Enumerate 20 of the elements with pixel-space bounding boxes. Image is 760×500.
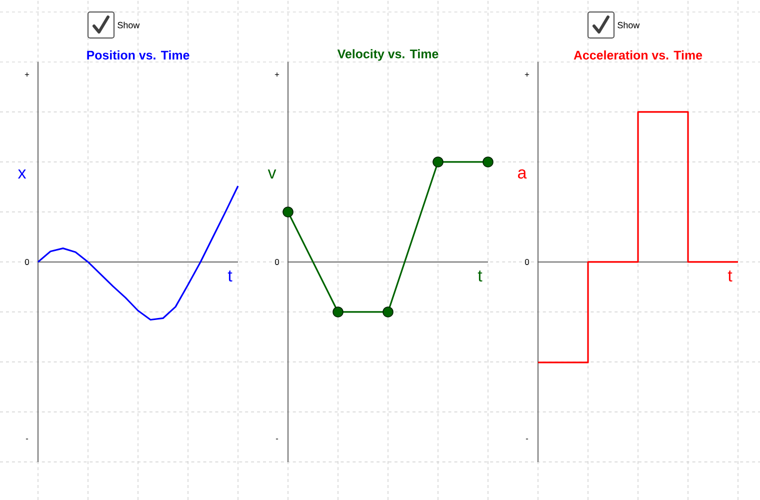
chart-title: Velocity vs. Time (337, 49, 438, 61)
chart-title: Acceleration vs. Time (574, 50, 702, 60)
text: + (524, 72, 530, 77)
text: 0 (24, 258, 30, 265)
text: + (24, 72, 30, 77)
text: - (526, 438, 528, 440)
y-axis-title: v (268, 170, 276, 178)
chart-title: Position vs. Time (87, 50, 190, 60)
x-axis-title: t (228, 270, 232, 282)
text: Show (618, 22, 640, 28)
y-axis-title: a (518, 169, 527, 179)
text: - (26, 438, 28, 440)
text: - (276, 438, 278, 440)
x-axis-title: t (478, 270, 482, 282)
text: Show (118, 22, 140, 28)
text: + (274, 72, 280, 77)
annotation: 0 (274, 258, 280, 265)
annotation: 0 (524, 258, 530, 265)
x-axis-title: t (728, 270, 732, 282)
y-axis-title: x (18, 170, 26, 178)
